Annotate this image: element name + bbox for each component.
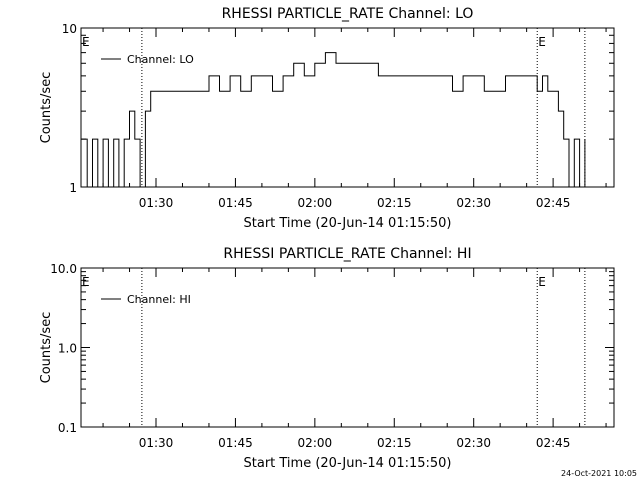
panel-2-x-axis-label: Start Time (20-Jun-14 01:15:50) — [244, 456, 452, 471]
panel-2-x-tick-label: 02:15 — [377, 436, 412, 450]
panel-1-series-line — [81, 52, 586, 188]
panel-1-marker-label: E — [538, 35, 546, 49]
panel-1-x-tick-label: 02:15 — [377, 196, 412, 210]
panel-2-y-tick-label: 10.0 — [50, 262, 77, 276]
panel-1-x-axis-label: Start Time (20-Jun-14 01:15:50) — [244, 216, 452, 231]
panel-1-x-tick-label: 01:30 — [139, 196, 174, 210]
panel-2-y-axis-label: Counts/sec — [39, 312, 54, 384]
panel-2-legend-label: Channel: HI — [127, 293, 191, 306]
panel-1-y-axis-label: Counts/sec — [39, 72, 54, 144]
panel-1-x-tick-label: 01:45 — [218, 196, 253, 210]
panel-1-x-tick-label: 02:45 — [536, 196, 571, 210]
panel-1-marker-label: E — [82, 35, 90, 49]
panel-2-y-tick-label: 0.1 — [58, 421, 77, 435]
panel-1-legend-label: Channel: LO — [127, 53, 194, 66]
panel-2-y-tick-label: 1.0 — [58, 342, 77, 356]
panel-1-y-tick-label: 10 — [62, 22, 77, 36]
panel-2-x-tick-label: 02:00 — [298, 436, 333, 450]
panel-2-x-tick-label: 02:45 — [536, 436, 571, 450]
panel-1-x-tick-label: 02:00 — [298, 196, 333, 210]
panel-2-marker-label: E — [538, 275, 546, 289]
panel-1-plot-frame — [80, 27, 615, 188]
panel-2-plot-frame — [80, 267, 615, 428]
panel-2-marker-label: E — [82, 275, 90, 289]
panel-1-y-tick-label: 1 — [69, 181, 77, 195]
panel-1-chart-title: RHESSI PARTICLE_RATE Channel: LO — [222, 6, 474, 22]
footer-timestamp: 24-Oct-2021 10:05 — [561, 469, 637, 478]
panel-2-chart-title: RHESSI PARTICLE_RATE Channel: HI — [223, 246, 471, 262]
panel-2-x-tick-label: 01:45 — [218, 436, 253, 450]
panel-2-x-tick-label: 02:30 — [456, 436, 491, 450]
panel-2-x-tick-label: 01:30 — [139, 436, 174, 450]
panel-1-x-tick-label: 02:30 — [456, 196, 491, 210]
